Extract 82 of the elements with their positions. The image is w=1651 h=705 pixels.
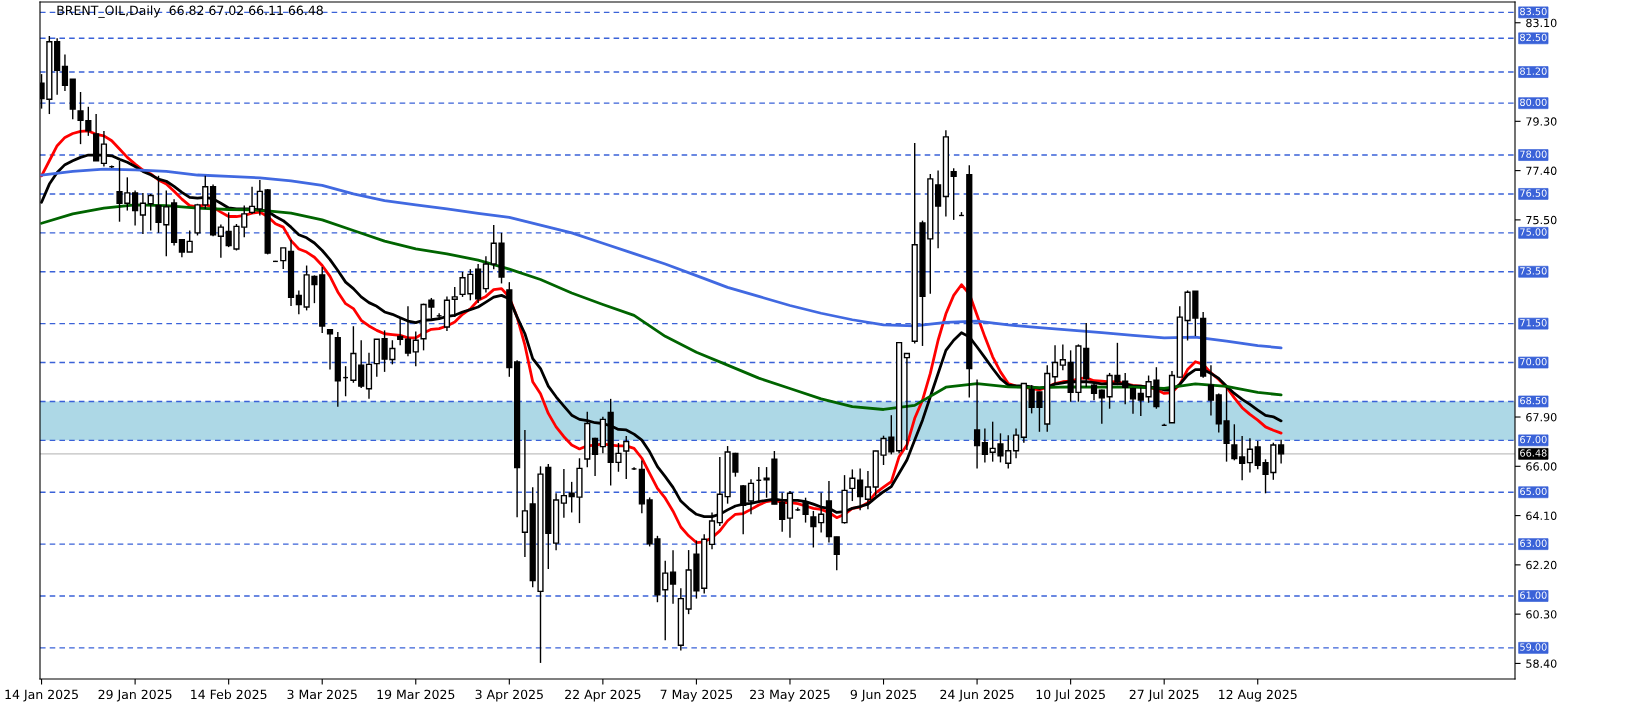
ref-line-label: 63.00 [1520, 539, 1547, 547]
candlestick [412, 330, 419, 367]
candlestick [833, 536, 840, 572]
candlestick [1207, 364, 1215, 417]
candlestick [623, 435, 630, 480]
candlestick [139, 192, 147, 235]
ref-line-label: 81.20 [1520, 67, 1547, 75]
x-tick-label: 22 Apr 2025 [565, 689, 641, 702]
candlestick [217, 223, 224, 259]
candlestick [248, 185, 256, 215]
candlestick [849, 468, 856, 502]
x-tick-label: 14 Feb 2025 [191, 689, 267, 700]
candlestick [1129, 387, 1137, 415]
candlestick [1239, 435, 1246, 482]
ref-line-label: 61.00 [1520, 591, 1547, 599]
candlestick [147, 193, 154, 232]
ref-line-label: 59.00 [1520, 643, 1547, 651]
candlestick [1059, 343, 1066, 372]
ref-line-label: 71.50 [1520, 319, 1547, 327]
y-tick-label: 75.50 [1526, 215, 1557, 225]
candlestick [934, 169, 942, 249]
candlestick [186, 229, 193, 253]
x-tick-label: 24 Jun 2025 [940, 689, 1014, 702]
ref-line-label: 70.00 [1520, 358, 1547, 366]
candlestick [864, 470, 872, 511]
y-tick-label: 60.30 [1526, 610, 1557, 619]
candlestick [295, 289, 302, 315]
ref-line-label: 76.50 [1520, 189, 1547, 197]
candlestick [61, 53, 69, 92]
ref-line-label: 68.50 [1520, 396, 1547, 405]
candlestick [131, 189, 139, 227]
candlestick [1231, 423, 1238, 462]
y-tick-label: 79.30 [1526, 117, 1557, 126]
y-tick-label: 62.20 [1526, 560, 1557, 570]
candlestick [560, 468, 568, 519]
ref-line-label: 65.00 [1520, 487, 1547, 496]
candlestick [857, 467, 864, 511]
candlestick [256, 179, 263, 217]
candlestick [810, 510, 817, 549]
candlestick [1278, 439, 1285, 465]
ref-line-label: 82.50 [1520, 33, 1547, 42]
candlestick [973, 378, 981, 470]
candlestick [451, 286, 458, 318]
x-tick-label: 23 May 2025 [750, 689, 830, 702]
candlestick [1246, 437, 1254, 474]
ref-line-label: 78.00 [1520, 150, 1547, 158]
y-tick-label: 67.90 [1526, 412, 1557, 422]
ref-line-label: 80.00 [1520, 98, 1547, 106]
y-tick-label: 64.10 [1526, 511, 1557, 520]
x-tick-label: 19 Mar 2025 [377, 689, 455, 700]
y-tick-label: 66.00 [1526, 462, 1557, 471]
candlestick [397, 317, 404, 346]
ref-line-label: 66.48 [1520, 449, 1547, 457]
candlestick [1012, 427, 1020, 459]
candlestick [903, 352, 911, 451]
candlestick [404, 305, 412, 358]
x-tick-label: 9 Jun 2025 [850, 689, 917, 702]
ref-line-label: 75.00 [1520, 228, 1547, 236]
y-tick-label: 58.40 [1526, 659, 1557, 668]
candlestick [747, 478, 755, 515]
candlestick [981, 427, 988, 464]
ref-line-label: 83.50 [1520, 7, 1547, 16]
x-tick-label: 12 Aug 2025 [1219, 689, 1297, 702]
candlestick [591, 437, 599, 477]
x-tick-label: 10 Jul 2025 [1036, 689, 1105, 702]
chart-title: BRENT_OIL,Daily 66.82 67.02 66.11 66.48 [57, 5, 323, 18]
ref-line-label: 67.00 [1520, 435, 1547, 444]
ref-line-label: 73.50 [1520, 267, 1547, 275]
x-tick-label: 7 May 2025 [660, 689, 733, 702]
x-tick-label: 3 Apr 2025 [475, 689, 543, 702]
x-tick-label: 3 Mar 2025 [287, 689, 357, 700]
x-tick-label: 29 Jan 2025 [98, 689, 172, 702]
candlestick [950, 167, 957, 221]
y-tick-label: 83.10 [1526, 18, 1557, 28]
candlestick [521, 429, 529, 558]
x-tick-label: 27 Jul 2025 [1129, 689, 1199, 702]
candlestick [326, 328, 334, 371]
candlestick [669, 549, 677, 605]
candlestick [280, 247, 287, 270]
x-tick-label: 14 Jan 2025 [5, 689, 78, 702]
candlestick [1051, 344, 1059, 385]
y-tick-label: 77.40 [1526, 166, 1557, 175]
